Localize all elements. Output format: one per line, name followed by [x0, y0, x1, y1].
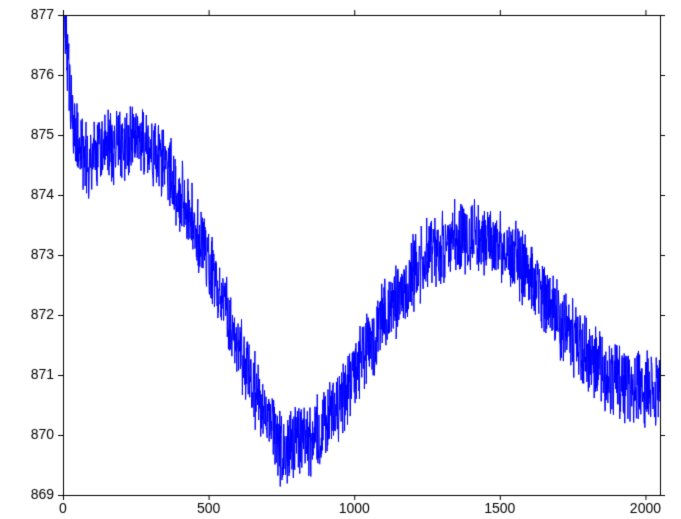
chart-container — [0, 0, 681, 519]
timeseries-line-chart — [0, 0, 681, 519]
